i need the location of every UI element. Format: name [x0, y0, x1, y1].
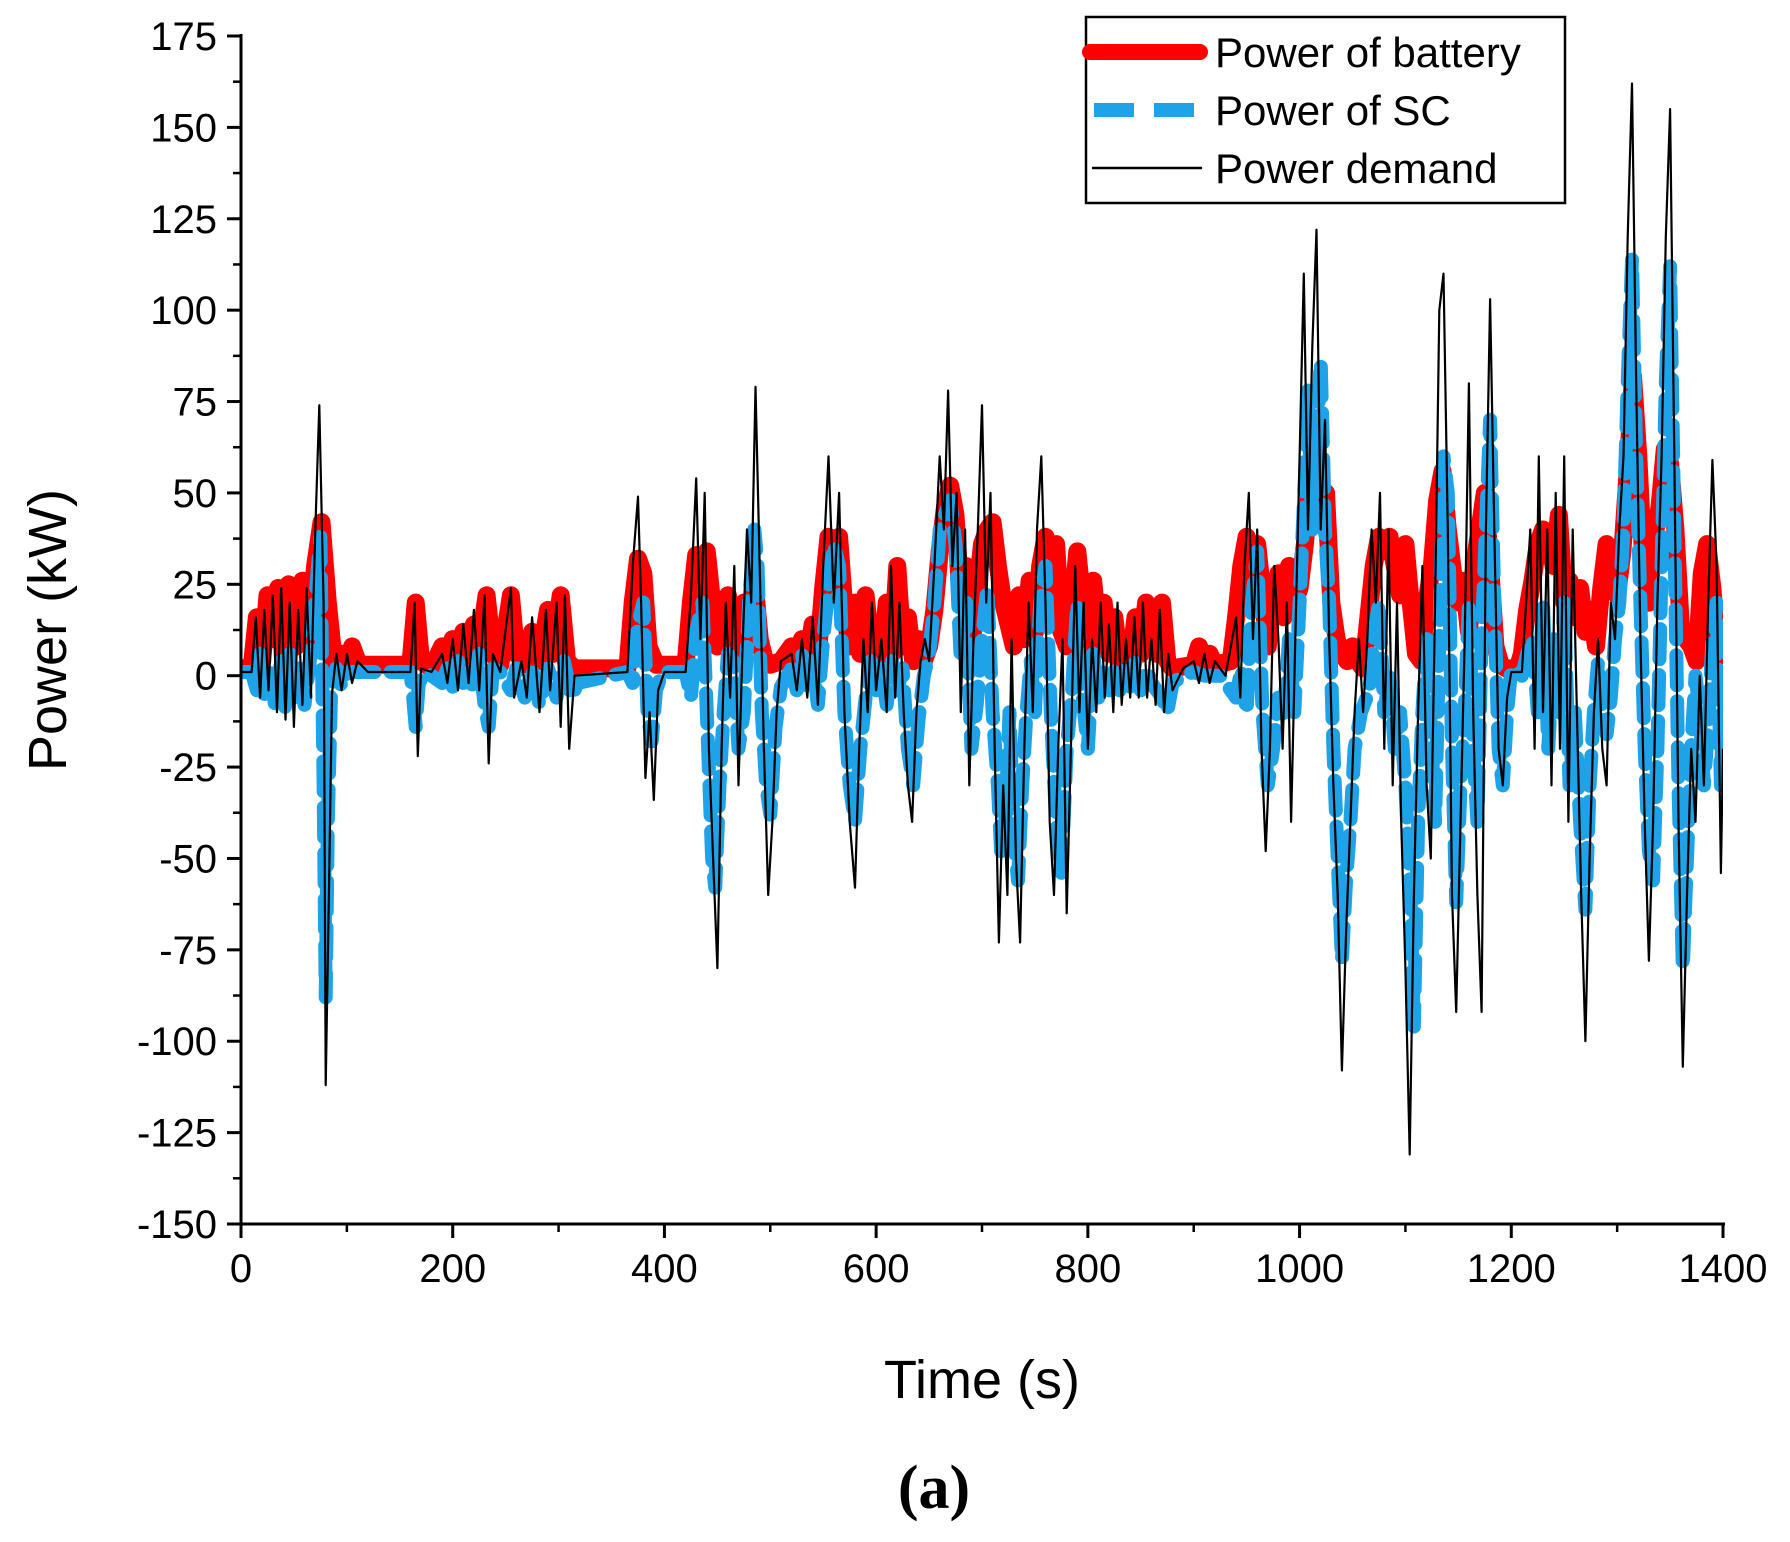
y-tick-label: 175	[150, 15, 217, 59]
y-tick-label: 75	[173, 381, 218, 425]
x-tick-label: 200	[419, 1247, 486, 1291]
x-tick-label: 1400	[1679, 1247, 1768, 1291]
x-tick-label: 0	[230, 1247, 252, 1291]
y-axis-title: Power (kW)	[18, 489, 78, 771]
y-tick-label: 150	[150, 106, 217, 150]
x-tick-label: 600	[843, 1247, 910, 1291]
x-tick-label: 1000	[1255, 1247, 1344, 1291]
y-tick-label: -25	[159, 746, 217, 790]
figure-caption: (a)	[898, 1454, 970, 1522]
y-tick-label: -150	[137, 1203, 217, 1247]
y-tick-label: 0	[195, 655, 217, 699]
x-axis-title: Time (s)	[884, 1350, 1080, 1410]
legend-label-demand: Power demand	[1215, 145, 1498, 192]
y-tick-label: -75	[159, 929, 217, 973]
y-tick-label: 25	[173, 563, 218, 607]
y-tick-label: 125	[150, 198, 217, 242]
y-tick-label: 50	[173, 472, 218, 516]
x-tick-label: 800	[1054, 1247, 1121, 1291]
y-tick-label: 100	[150, 289, 217, 333]
y-tick-label: -100	[137, 1020, 217, 1064]
x-tick-label: 400	[631, 1247, 698, 1291]
legend: Power of battery Power of SC Power deman…	[1082, 15, 1567, 205]
legend-label-battery: Power of battery	[1215, 29, 1521, 76]
legend-label-sc: Power of SC	[1215, 87, 1451, 134]
x-tick-label: 1200	[1467, 1247, 1556, 1291]
y-tick-label: -50	[159, 837, 217, 881]
series-line-demand	[241, 82, 1723, 1156]
y-tick-label: -125	[137, 1112, 217, 1156]
